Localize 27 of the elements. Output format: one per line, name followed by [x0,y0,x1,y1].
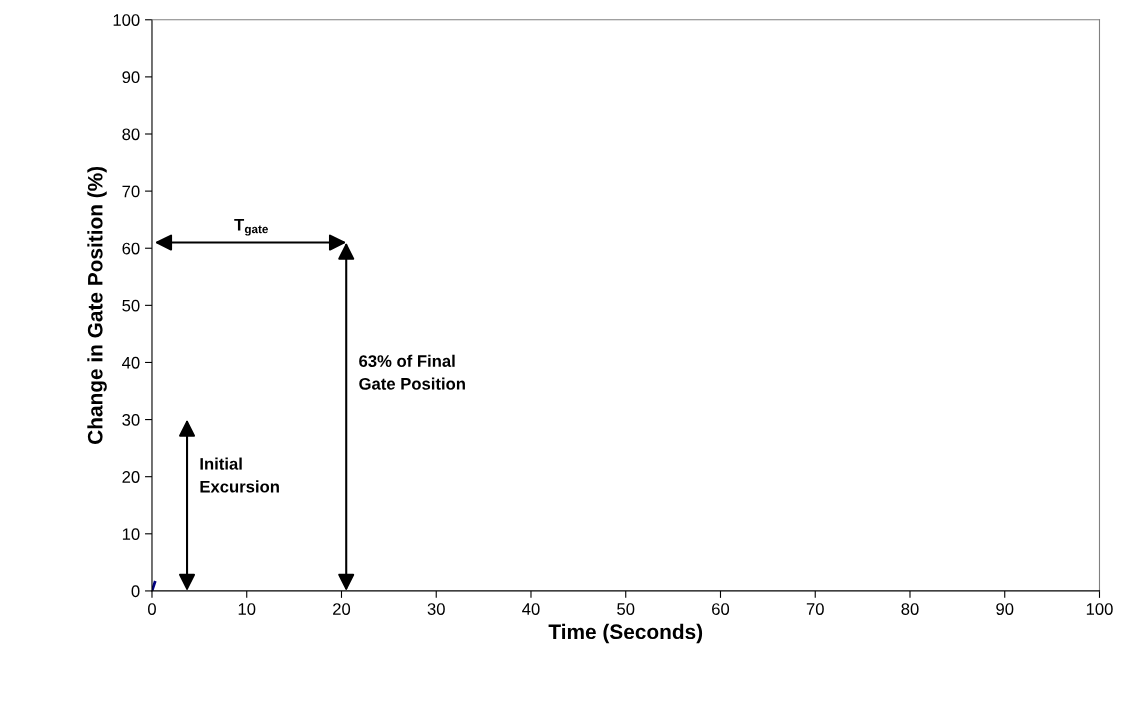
y-tick-label: 10 [122,528,140,541]
x-axis-title: Time (Seconds) [548,623,703,644]
y-tick-label: 60 [122,242,140,255]
y-axis-title: Change in Gate Position (%) [87,166,107,444]
x-tick-label: 10 [238,603,256,615]
y-tick-label: 80 [122,128,140,141]
y-tick-label: 20 [122,471,140,483]
x-tick-label: 60 [712,603,730,615]
y-tick-label: 90 [122,71,140,84]
x-tick-label: 80 [901,603,919,615]
y-tick-label: 40 [122,356,140,369]
y-tick-label: 30 [122,413,140,426]
x-tick-label: 20 [333,603,351,615]
x-tick-label: 30 [427,603,445,615]
y-tick-label: 100 [113,14,140,26]
annotation: 63% of Final Gate Position [359,354,465,390]
x-tick-label: 0 [148,603,156,615]
y-tick-label: 70 [122,185,140,198]
y-tick-label: 50 [122,299,140,312]
y-tick-label: 0 [131,585,140,598]
annotation: T$_{gate}$ [234,219,268,236]
x-tick-label: 50 [617,603,635,615]
x-tick-label: 40 [522,603,540,615]
annotation: Initial Excursion [200,457,279,493]
x-tick-label: 90 [996,603,1014,615]
x-tick-label: 70 [806,603,824,615]
x-tick-label: 100 [1086,603,1113,615]
